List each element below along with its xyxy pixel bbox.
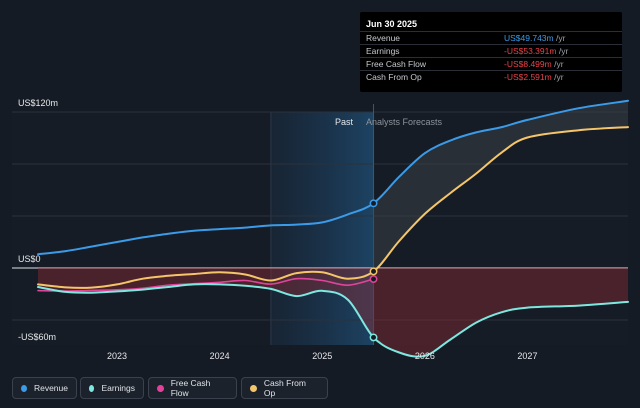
forecast-area bbox=[373, 100, 628, 272]
tooltip-date: Jun 30 2025 bbox=[366, 19, 418, 29]
x-tick-label: 2027 bbox=[517, 351, 537, 361]
x-axis-ticks: 2023 2024 2025 2026 2027 bbox=[107, 351, 537, 361]
legend-revenue-button[interactable]: Revenue bbox=[12, 377, 77, 399]
past-shading bbox=[270, 112, 374, 345]
axes: US$120m US$0 -US$60m Past Analysts Forec… bbox=[18, 98, 443, 342]
legend-label: Cash From Op bbox=[263, 378, 306, 398]
legend-dot bbox=[89, 384, 95, 392]
tooltip-row-cfo: Cash From Op -US$2.591m /yr bbox=[360, 70, 622, 84]
series-lines bbox=[37, 99, 629, 358]
marker-free-cash-flow bbox=[369, 275, 378, 283]
series-line-cash-from-op bbox=[37, 126, 629, 289]
tooltip-row-revenue: Revenue US$49.743m /yr bbox=[360, 31, 622, 45]
tooltip: Jun 30 2025 Revenue US$49.743m /yr Earni… bbox=[360, 12, 622, 92]
tooltip-value: US$49.743m /yr bbox=[504, 33, 566, 43]
area-fills bbox=[38, 100, 628, 357]
legend-label: Free Cash Flow bbox=[170, 378, 211, 398]
marker-cash-from-op bbox=[369, 267, 378, 276]
series-markers bbox=[369, 199, 378, 342]
legend-dot bbox=[250, 384, 257, 392]
y-tick-zero: US$0 bbox=[18, 254, 41, 264]
legend-earnings-button[interactable]: Earnings bbox=[80, 377, 144, 399]
tooltip-value: -US$53.391m /yr bbox=[504, 46, 569, 56]
region-label-past: Past bbox=[335, 117, 354, 127]
tooltip-label: Revenue bbox=[366, 33, 401, 43]
legend-dot bbox=[21, 384, 27, 392]
x-tick-label: 2025 bbox=[312, 351, 332, 361]
tooltip-label: Cash From Op bbox=[366, 72, 422, 82]
series-line-free-cash-flow bbox=[37, 277, 375, 292]
legend-label: Revenue bbox=[33, 383, 68, 393]
marker-earnings bbox=[369, 333, 378, 342]
region-label-forecast: Analysts Forecasts bbox=[366, 117, 443, 127]
tooltip-value: -US$2.591m /yr bbox=[504, 72, 564, 82]
legend-free-cash-flow-button[interactable]: Free Cash Flow bbox=[148, 377, 237, 399]
series-line-revenue bbox=[37, 99, 629, 256]
legend-cash-from-op-button[interactable]: Cash From Op bbox=[241, 377, 328, 399]
x-tick-label: 2023 bbox=[107, 351, 127, 361]
y-tick-top: US$120m bbox=[18, 98, 58, 108]
marker-revenue bbox=[369, 199, 378, 208]
legend-dot bbox=[157, 384, 164, 392]
tooltip-value: -US$8.499m /yr bbox=[504, 59, 564, 69]
x-tick-label: 2026 bbox=[415, 351, 435, 361]
y-tick-bottom: -US$60m bbox=[18, 332, 56, 342]
earnings-area bbox=[38, 268, 628, 357]
tooltip-label: Earnings bbox=[366, 46, 400, 56]
tooltip-row-earnings: Earnings -US$53.391m /yr bbox=[360, 44, 622, 58]
tooltip-row-fcf: Free Cash Flow -US$8.499m /yr bbox=[360, 57, 622, 71]
x-tick-label: 2024 bbox=[210, 351, 230, 361]
legend-label: Earnings bbox=[101, 383, 135, 393]
plot-background bbox=[12, 112, 628, 345]
series-line-earnings bbox=[37, 283, 629, 358]
tooltip-label: Free Cash Flow bbox=[366, 59, 426, 69]
